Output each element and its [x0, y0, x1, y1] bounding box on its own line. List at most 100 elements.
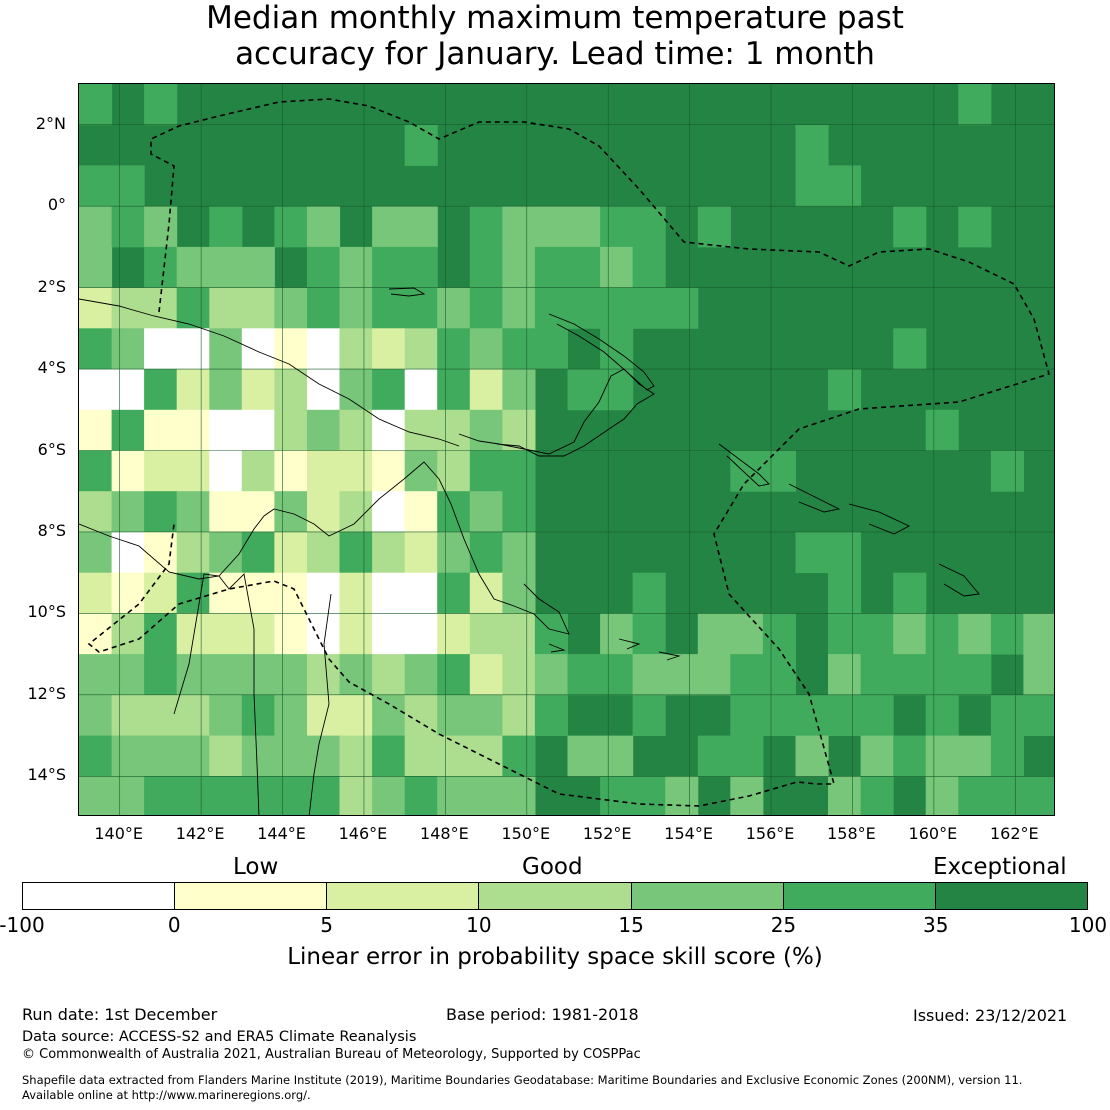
colorbar-tick-label: 15	[618, 913, 644, 937]
skill-cell	[990, 776, 1024, 815]
skill-cell	[176, 572, 210, 614]
legend-low-label: Low	[233, 854, 279, 880]
skill-cell	[241, 287, 275, 329]
skill-cell	[79, 572, 113, 614]
skill-cell	[469, 246, 503, 289]
new-guinea-coast-south	[79, 461, 570, 635]
skill-cell	[274, 369, 308, 411]
title-line-1: Median monthly maximum temperature past	[206, 0, 904, 36]
skill-cell	[534, 287, 568, 329]
skill-cell	[176, 328, 210, 370]
skill-cell	[534, 328, 568, 370]
skill-cell	[209, 409, 243, 451]
skill-cell	[567, 654, 601, 696]
skill-cell	[860, 613, 894, 655]
skill-cell	[437, 328, 471, 370]
colorbar-segment	[479, 883, 632, 909]
skill-cell	[209, 246, 243, 289]
skill-cell	[1023, 694, 1054, 736]
latitude-label: 2°S	[37, 276, 66, 296]
skill-cell	[469, 572, 503, 614]
skill-cell	[860, 694, 894, 736]
skill-cell	[469, 409, 503, 451]
skill-cell	[241, 450, 275, 492]
skill-cell	[79, 776, 113, 815]
colorbar-tick-label: -100	[0, 913, 45, 937]
skill-cell	[339, 613, 373, 655]
skill-cell	[632, 246, 666, 289]
skill-cell	[339, 694, 373, 736]
skill-cell	[274, 613, 308, 655]
colorbar-segment	[631, 883, 784, 909]
skill-cell	[762, 654, 796, 696]
skill-cell	[241, 694, 275, 736]
skill-cell	[600, 613, 634, 655]
skill-cell	[79, 246, 113, 289]
bougainville-coast	[718, 443, 770, 487]
data-source: Data source: ACCESS-S2 and ERA5 Climate …	[22, 1029, 417, 1045]
skill-cell	[339, 735, 373, 777]
skill-cell	[307, 654, 341, 696]
skill-cell	[828, 694, 862, 736]
skill-cell	[339, 409, 373, 451]
skill-cell	[307, 735, 341, 777]
skill-cell	[111, 491, 145, 533]
latitude-label: 6°S	[37, 439, 66, 459]
skill-cell	[600, 246, 634, 289]
colorbar-segment	[783, 883, 936, 909]
skill-cell	[958, 654, 992, 696]
skill-cell	[111, 776, 145, 815]
skill-cell	[893, 735, 927, 777]
skill-cell	[730, 613, 764, 655]
skill-cell	[176, 287, 210, 329]
colorbar-tick-label: 35	[922, 913, 949, 937]
longitude-label: 160°E	[908, 824, 958, 843]
skill-cell	[469, 287, 503, 329]
skill-cell	[241, 613, 275, 655]
skill-cell	[632, 654, 666, 696]
base-period: Base period: 1981-2018	[446, 1005, 639, 1024]
skill-cell	[502, 369, 536, 411]
skill-cell	[958, 613, 992, 655]
skill-cell	[469, 450, 503, 492]
longitude-label: 162°E	[989, 824, 1039, 843]
skill-cell	[307, 409, 341, 451]
eez-boundaries	[87, 98, 1050, 807]
skill-cell	[79, 491, 113, 533]
skill-cell	[632, 287, 666, 329]
skill-cell	[860, 654, 894, 696]
skill-cell	[144, 409, 178, 451]
colorbar-tick-label: 5	[320, 913, 333, 937]
skill-cell	[990, 694, 1024, 736]
skill-cell	[339, 287, 373, 329]
skill-cell	[665, 654, 699, 696]
skill-cell	[730, 694, 764, 736]
skill-cell	[111, 694, 145, 736]
skill-cell	[144, 450, 178, 492]
longitude-label: 154°E	[664, 824, 713, 843]
skill-cell	[274, 328, 308, 370]
skill-cell	[632, 613, 666, 655]
skill-cell	[111, 572, 145, 614]
skill-cell	[925, 654, 959, 696]
run-date: Run date: 1st December	[22, 1005, 218, 1024]
skill-cell	[209, 206, 243, 248]
skill-cell	[632, 776, 666, 815]
skill-cell	[274, 287, 308, 329]
skill-cell	[79, 531, 113, 574]
skill-cell	[241, 328, 275, 370]
skill-cell	[404, 572, 438, 614]
skill-cell	[144, 369, 178, 411]
skill-cell	[925, 735, 959, 777]
skill-cell	[990, 735, 1024, 777]
skill-cell	[144, 531, 178, 574]
skill-cell	[502, 654, 536, 696]
skill-cell	[144, 328, 178, 370]
skill-cell	[144, 491, 178, 533]
skill-cell	[828, 654, 862, 696]
skill-cell	[437, 450, 471, 492]
skill-cell	[469, 613, 503, 655]
skill-cell	[1023, 776, 1054, 815]
skill-cell	[600, 287, 634, 329]
skill-cell	[958, 84, 992, 126]
